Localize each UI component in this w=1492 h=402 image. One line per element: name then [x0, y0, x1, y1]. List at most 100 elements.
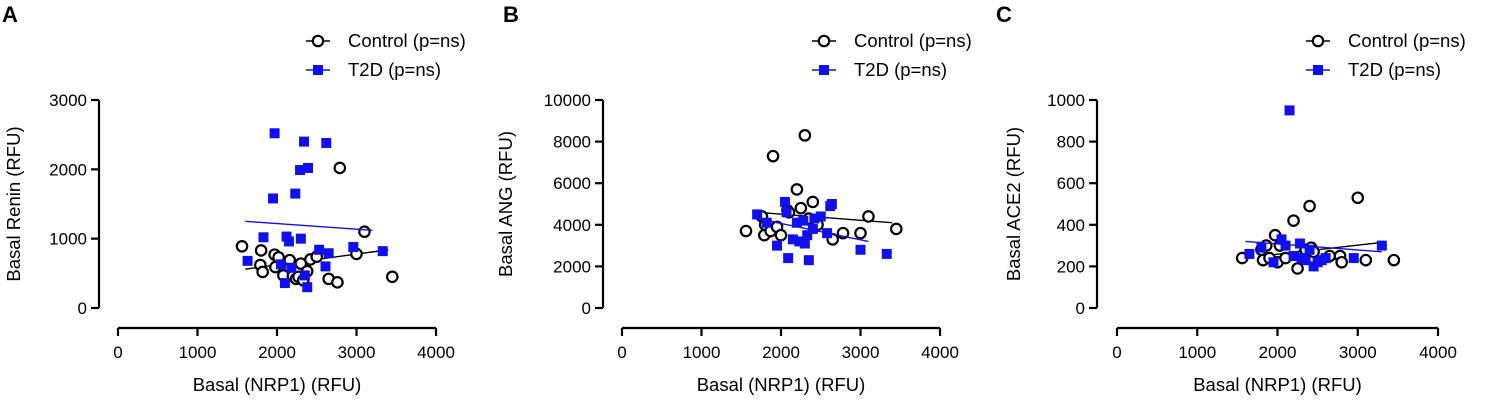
control-point — [862, 210, 875, 223]
t2d-point — [1304, 244, 1315, 255]
t2d-point — [807, 223, 818, 234]
t2d-point — [1284, 105, 1295, 116]
control-point — [1387, 253, 1401, 267]
x-axis-title: Basal (NRP1) (RFU) — [1193, 374, 1362, 395]
y-axis-title: Basal ACE2 (RFU) — [1003, 127, 1024, 281]
t2d-point — [242, 255, 253, 266]
t2d-point — [299, 270, 310, 281]
t2d-point — [855, 244, 866, 255]
t2d-point — [303, 162, 314, 173]
t2d-point — [320, 261, 331, 272]
t2d-point — [1256, 242, 1267, 253]
legend: Control (p=ns) T2D (p=ns) — [306, 30, 466, 80]
panel-letter: C — [996, 2, 1012, 27]
x-tick-label: 0 — [1112, 343, 1121, 362]
legend-control-label: Control (p=ns) — [1348, 30, 1466, 51]
y-tick-label: 400 — [1057, 216, 1085, 235]
legend-t2d-label: T2D (p=ns) — [854, 59, 947, 80]
t2d-point — [286, 262, 297, 273]
t2d-point — [1348, 253, 1359, 264]
t2d-point — [794, 236, 805, 247]
t2d-point — [323, 248, 334, 259]
t2d-point — [377, 246, 388, 257]
control-point — [806, 195, 820, 209]
x-tick-label: 0 — [113, 343, 122, 362]
y-tick-label: 200 — [1057, 257, 1085, 276]
t2d-point — [815, 211, 826, 222]
panel-b: B 0 2000 4000 6000 8000 10000 0 1000 2000 3000 4000… — [495, 2, 972, 395]
control-point — [254, 244, 268, 257]
t2d-point — [1280, 240, 1291, 251]
t2d-point — [761, 217, 772, 228]
panel-letter: A — [2, 2, 18, 27]
t2d-point — [791, 217, 802, 228]
t2d-point — [1300, 255, 1311, 266]
t2d-point — [268, 193, 279, 204]
t2d-point — [826, 199, 837, 209]
t2d-point — [348, 241, 359, 252]
t2d-point — [1376, 240, 1387, 251]
control-point — [256, 265, 269, 279]
t2d-point — [1244, 248, 1255, 259]
control-point — [1287, 214, 1300, 227]
control-point — [1351, 191, 1365, 205]
t2d-point — [781, 207, 792, 218]
t2d-point — [798, 215, 809, 226]
t2d-point — [752, 209, 763, 220]
t2d-point — [295, 165, 306, 176]
control-point — [794, 201, 808, 215]
legend: Control (p=ns) T2D (p=ns) — [812, 30, 972, 80]
control-point — [889, 222, 903, 236]
y-tick-label: 1000 — [49, 230, 87, 249]
t2d-point — [299, 136, 310, 147]
y-tick-label: 2000 — [553, 257, 591, 276]
legend-t2d-marker — [819, 65, 829, 75]
y-tick-label: 0 — [78, 299, 87, 318]
x-tick-label: 4000 — [921, 343, 959, 362]
y-tick-label: 4000 — [553, 216, 591, 235]
t2d-point — [1268, 257, 1279, 268]
x-tick-label: 0 — [617, 343, 626, 362]
legend-control-marker — [1311, 34, 1325, 48]
y-axis-title: Basal Renin (RFU) — [3, 126, 24, 281]
t2d-point — [779, 196, 790, 207]
t2d-point — [302, 282, 313, 293]
t2d-point — [783, 253, 794, 264]
x-axis-title: Basal (NRP1) (RFU) — [193, 374, 362, 395]
panel-a: A 0 1000 2000 3000 0 1000 2000 3000 4000 Basal (NR… — [2, 2, 466, 395]
x-tick-label: 1000 — [683, 343, 721, 362]
t2d-point — [822, 228, 833, 239]
t2d-point — [809, 213, 820, 224]
legend: Control (p=ns) T2D (p=ns) — [1306, 30, 1466, 80]
x-tick-label: 3000 — [1339, 343, 1377, 362]
y-tick-label: 3000 — [49, 91, 87, 110]
panel-c: C 0 200 400 600 800 1000 0 1000 2000 3000 4000 Basal… — [996, 2, 1466, 395]
t2d-point — [269, 128, 280, 139]
x-tick-label: 2000 — [762, 343, 800, 362]
control-point — [333, 161, 347, 175]
legend-control-marker — [817, 34, 831, 48]
y-tick-label: 6000 — [553, 174, 591, 193]
control-point — [1303, 199, 1316, 213]
t2d-point — [881, 248, 892, 259]
legend-t2d-marker — [313, 65, 323, 75]
legend-t2d-label: T2D (p=ns) — [348, 59, 441, 80]
control-point — [766, 149, 780, 163]
y-tick-label: 600 — [1057, 174, 1085, 193]
x-tick-label: 1000 — [1178, 343, 1216, 362]
x-tick-label: 4000 — [1419, 343, 1457, 362]
control-point — [790, 183, 804, 196]
t2d-point — [295, 233, 306, 244]
control-point — [774, 228, 788, 242]
x-tick-label: 3000 — [338, 343, 376, 362]
t2d-point — [1276, 234, 1287, 245]
t2d-point — [283, 236, 294, 247]
t2d-point — [787, 234, 798, 245]
y-tick-label: 10000 — [544, 91, 591, 110]
x-tick-label: 1000 — [179, 343, 217, 362]
t2d-point — [1294, 238, 1305, 249]
legend-t2d-marker — [1313, 65, 1323, 75]
t2d-point — [290, 188, 301, 199]
y-tick-label: 8000 — [553, 133, 591, 152]
